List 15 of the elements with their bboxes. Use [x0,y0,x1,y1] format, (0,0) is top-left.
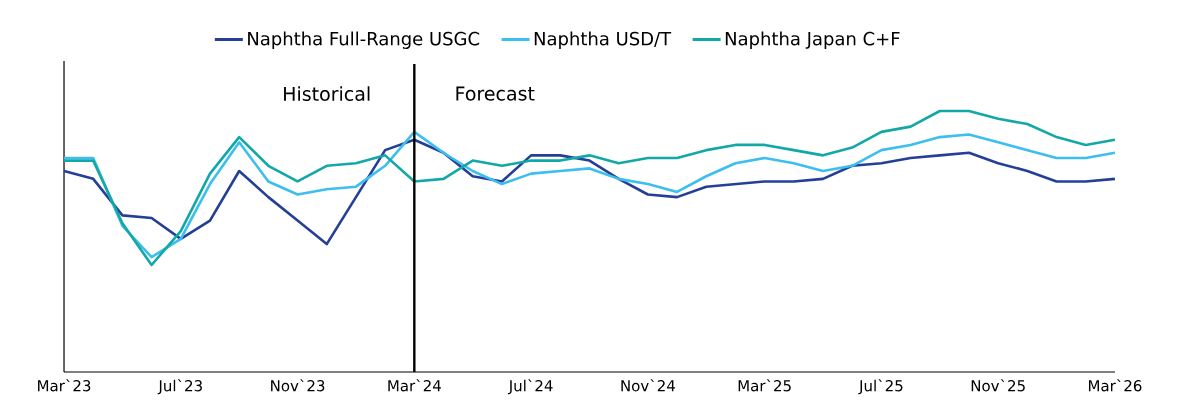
text: Forecast [456,86,535,101]
legend-label: Naphtha Japan C+F [725,31,900,49]
x-tick-label: Mar`23 [38,379,91,392]
x-tick-label: Jul`25 [858,379,903,395]
x-tick-label: Mar`26 [1088,379,1142,392]
x-tick-label: Nov`25 [971,379,1025,392]
x-tick-label: Nov`23 [271,379,325,392]
legend-label: Naphtha Full-Range USGC [248,31,480,49]
x-tick-label: Jul`23 [157,379,202,395]
x-tick-label: Nov`24 [621,379,675,392]
x-tick-label: Mar`25 [738,379,791,392]
x-tick-label: Mar`24 [388,379,441,392]
legend-label: Naphtha USD/T [534,31,672,49]
x-tick-label: Jul`24 [507,379,553,395]
text: Historical [284,86,370,101]
